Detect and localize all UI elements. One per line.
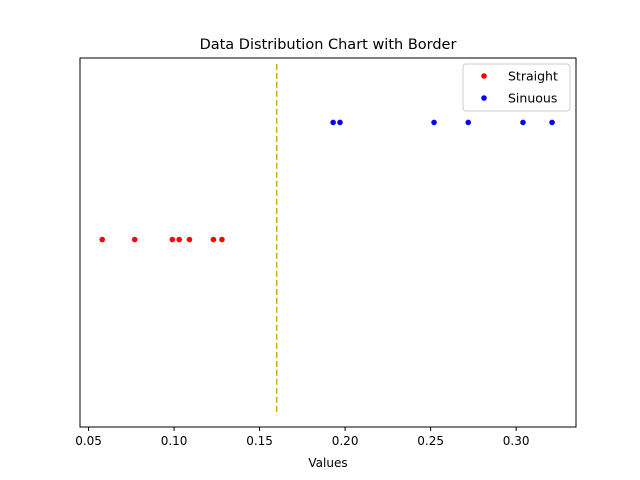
- data-point: [131, 236, 138, 243]
- x-tick-label: 0.25: [417, 434, 444, 448]
- x-tick-label: 0.05: [75, 434, 102, 448]
- x-tick-label: 0.20: [332, 434, 359, 448]
- x-axis-ticks: 0.05 0.10 0.15 0.20 0.25 0.30: [75, 427, 529, 448]
- data-point: [210, 236, 217, 243]
- data-points-layer: [99, 119, 555, 243]
- x-tick-label: 0.15: [246, 434, 273, 448]
- legend-label: Sinuous: [508, 91, 557, 106]
- x-axis-label: Values: [308, 456, 347, 470]
- data-point: [176, 236, 182, 243]
- data-point: [549, 119, 555, 126]
- legend-marker: [481, 95, 487, 101]
- data-point: [99, 236, 106, 243]
- legend-label: Straight: [508, 69, 558, 84]
- data-point: [219, 236, 225, 243]
- x-tick-label: 0.30: [503, 434, 530, 448]
- plot-area: [79, 57, 577, 428]
- data-point: [169, 236, 176, 243]
- data-point: [337, 119, 343, 126]
- data-point: [520, 119, 526, 126]
- data-point: [330, 119, 336, 126]
- legend: Straight Sinuous: [462, 63, 571, 112]
- data-point: [431, 119, 437, 126]
- chart-title: Data Distribution Chart with Border: [200, 37, 457, 53]
- legend-box: [462, 63, 571, 112]
- data-point: [465, 119, 472, 126]
- x-tick-label: 0.10: [161, 434, 188, 448]
- legend-marker: [481, 73, 487, 79]
- data-point: [186, 236, 193, 243]
